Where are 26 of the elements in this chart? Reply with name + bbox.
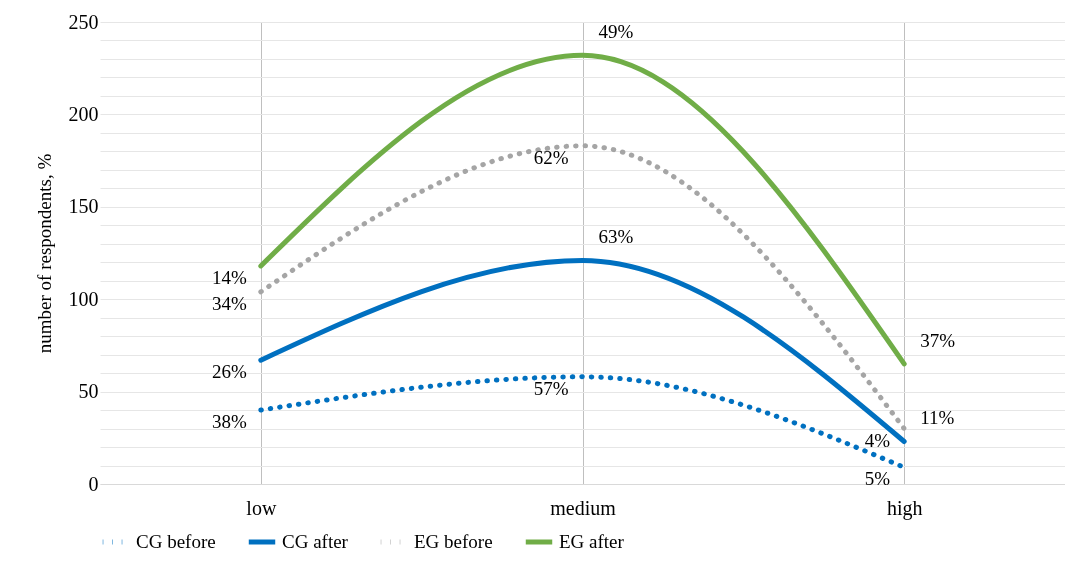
annotation: 26%	[212, 361, 248, 383]
x-tick-label: low	[246, 496, 277, 519]
y-tick-label: 100	[68, 287, 99, 310]
x-tick-label: high	[886, 496, 923, 520]
y-tick-label: 150	[68, 195, 99, 218]
annotation: 49%	[598, 21, 634, 43]
annotation: 37%	[920, 329, 956, 351]
x-tick-label: medium	[550, 496, 617, 519]
legend-label: CG before	[136, 531, 216, 552]
y-tick-label: 200	[68, 102, 99, 125]
y-tick-label: 50	[78, 380, 99, 403]
y-tick-label: 0	[88, 472, 99, 495]
annotation: 14%	[212, 266, 248, 288]
y-axis-title: number of respondents, %	[33, 153, 55, 354]
legend-label: EG before	[414, 531, 493, 552]
y-tick-label: 250	[68, 10, 99, 33]
annotation: 34%	[212, 292, 248, 314]
annotation: 62%	[533, 146, 569, 168]
legend-label: EG after	[559, 531, 625, 552]
legend-label: CG after	[282, 531, 349, 552]
annotation: 11%	[920, 407, 955, 429]
annotation: 4%	[864, 429, 891, 451]
annotation: 38%	[212, 411, 248, 433]
annotation: 57%	[533, 377, 569, 399]
annotation: 63%	[598, 226, 634, 248]
annotation: 5%	[864, 468, 891, 490]
